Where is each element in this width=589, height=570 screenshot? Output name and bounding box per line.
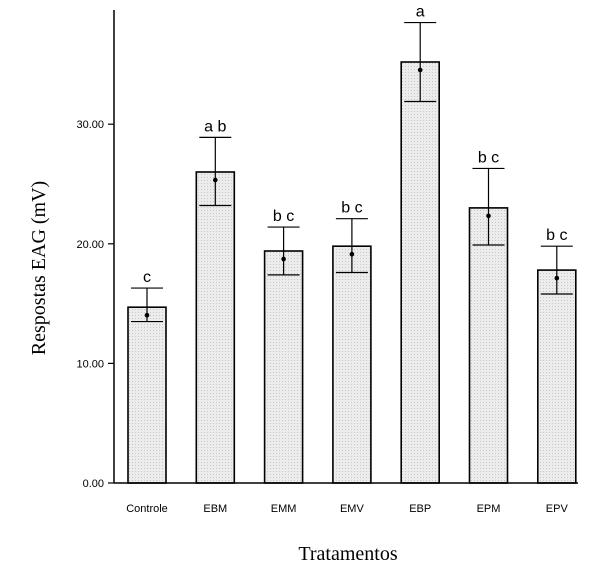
x-tick-labels-group: Controle EBM EMM EMV EBP EPM EPV — [126, 503, 568, 515]
mean-marker — [349, 251, 355, 257]
bar-ebp — [400, 61, 441, 484]
error-bar-emv — [335, 218, 368, 274]
error-bar-ebp — [404, 21, 437, 103]
x-tick-label-ebm: EBM — [203, 503, 227, 515]
mean-marker — [281, 256, 286, 262]
bar-epv — [536, 269, 577, 484]
x-tick-label-epm: EPM — [477, 503, 501, 515]
significance-label-ebm: a b — [204, 118, 226, 135]
y-tick-label: 10.00 — [76, 358, 104, 370]
bar-controle — [127, 306, 167, 484]
y-ticks-group: 0.00 10.00 20.00 30.00 — [76, 119, 114, 490]
significance-labels-group: c a b b c b c a b c b c — [143, 4, 567, 287]
error-bar-ebm — [199, 136, 232, 207]
y-tick-label: 20.00 — [76, 239, 104, 251]
significance-label-ebp: a — [416, 4, 425, 21]
x-tick-label-ebp: EBP — [409, 503, 431, 515]
error-bars-group — [131, 21, 573, 323]
significance-label-controle: c — [143, 269, 151, 286]
y-axis-title: Respostas EAG (mV) — [28, 181, 50, 355]
mean-marker — [554, 275, 560, 281]
significance-label-epm: b c — [478, 149, 499, 166]
error-bar-epm — [472, 167, 505, 246]
significance-label-emm: b c — [273, 208, 294, 225]
mean-marker — [417, 67, 423, 73]
y-tick-label: 30.00 — [76, 119, 104, 131]
x-tick-label-emm: EMM — [271, 503, 297, 515]
x-tick-label-controle: Controle — [126, 503, 168, 515]
error-bar-epv — [540, 245, 573, 295]
error-bar-emm — [267, 226, 300, 276]
significance-label-epv: b c — [546, 227, 567, 244]
mean-marker — [486, 213, 491, 219]
mean-marker — [144, 312, 150, 318]
y-tick-label: 0.00 — [83, 478, 104, 490]
x-axis-title: Tratamentos — [298, 543, 397, 565]
bar-ebm — [195, 171, 236, 484]
mean-marker — [213, 177, 218, 183]
error-bar-controle — [131, 287, 163, 323]
bar-epm — [468, 207, 509, 484]
x-tick-label-emv: EMV — [340, 503, 365, 515]
bar-emv — [332, 245, 372, 484]
bar-emm — [263, 250, 304, 484]
significance-label-emv: b c — [341, 200, 362, 217]
x-tick-label-epv: EPV — [546, 503, 569, 515]
